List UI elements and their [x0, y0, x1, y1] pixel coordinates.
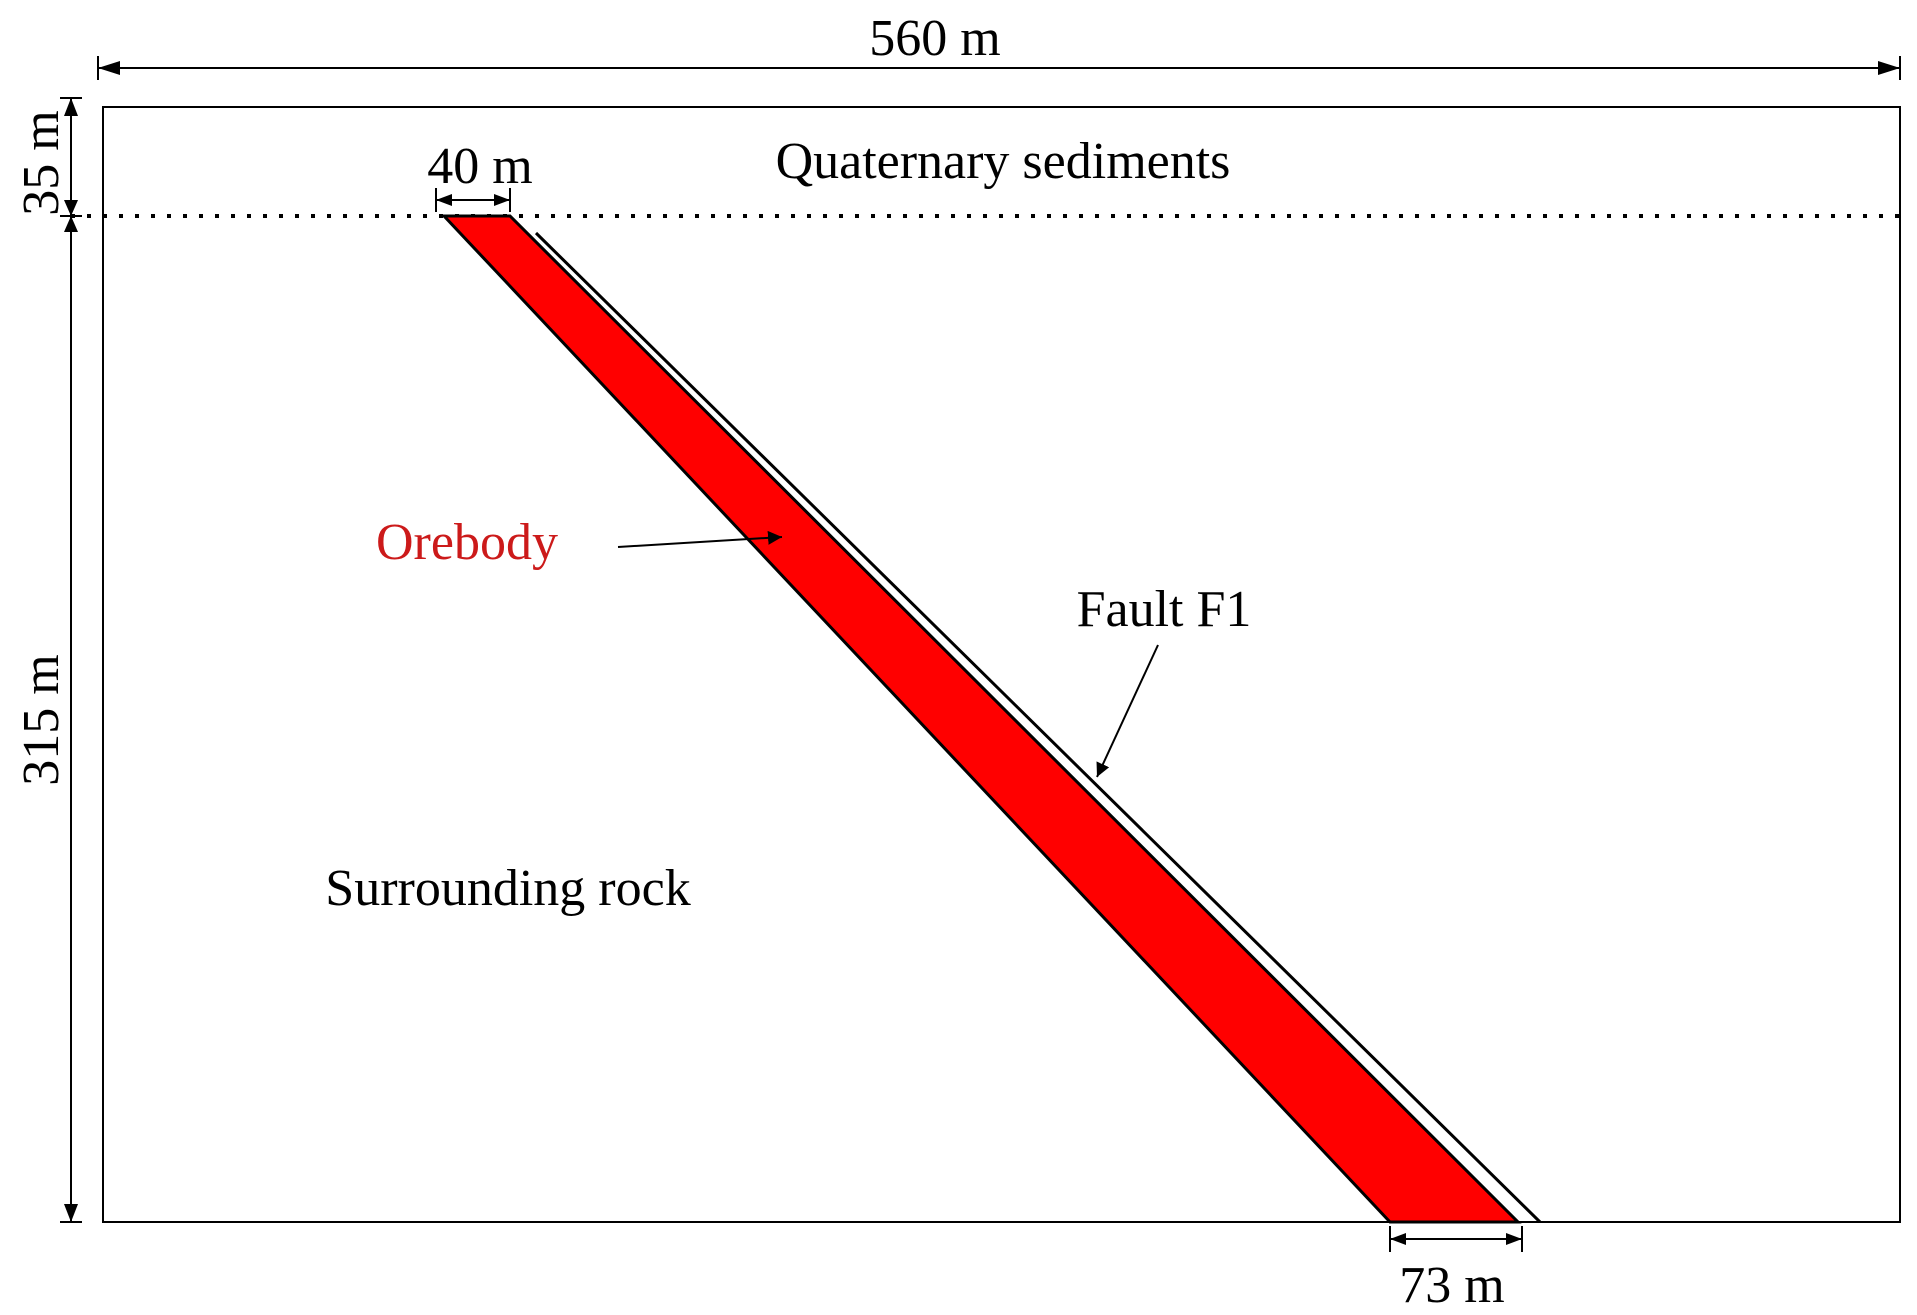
model-boundary	[102, 106, 1901, 1223]
fault-pointer-arrow	[1096, 644, 1159, 778]
total-width-label: 560 m	[869, 10, 1000, 67]
orebody-top-width-dimension	[435, 188, 511, 212]
orebody-pointer-arrow	[617, 530, 783, 548]
fault-label: Fault F1	[1077, 581, 1252, 638]
sediment-depth-label: 35 m	[13, 110, 70, 215]
orebody	[440, 214, 1522, 1224]
total-width-dimension	[97, 56, 1901, 80]
rock-depth-label: 315 m	[13, 654, 70, 785]
orebody-bottom-width-dimension	[1389, 1226, 1523, 1252]
orebody-label: Orebody	[376, 514, 558, 571]
sediments-label: Quaternary sediments	[776, 133, 1231, 190]
orebody-bottom-width-label: 73 m	[1399, 1257, 1504, 1314]
fault-f1-line	[534, 231, 1542, 1224]
orebody-top-width-label: 40 m	[427, 138, 532, 195]
depth-dimension	[60, 97, 82, 1223]
surrounding-rock-label: Surrounding rock	[325, 860, 690, 917]
